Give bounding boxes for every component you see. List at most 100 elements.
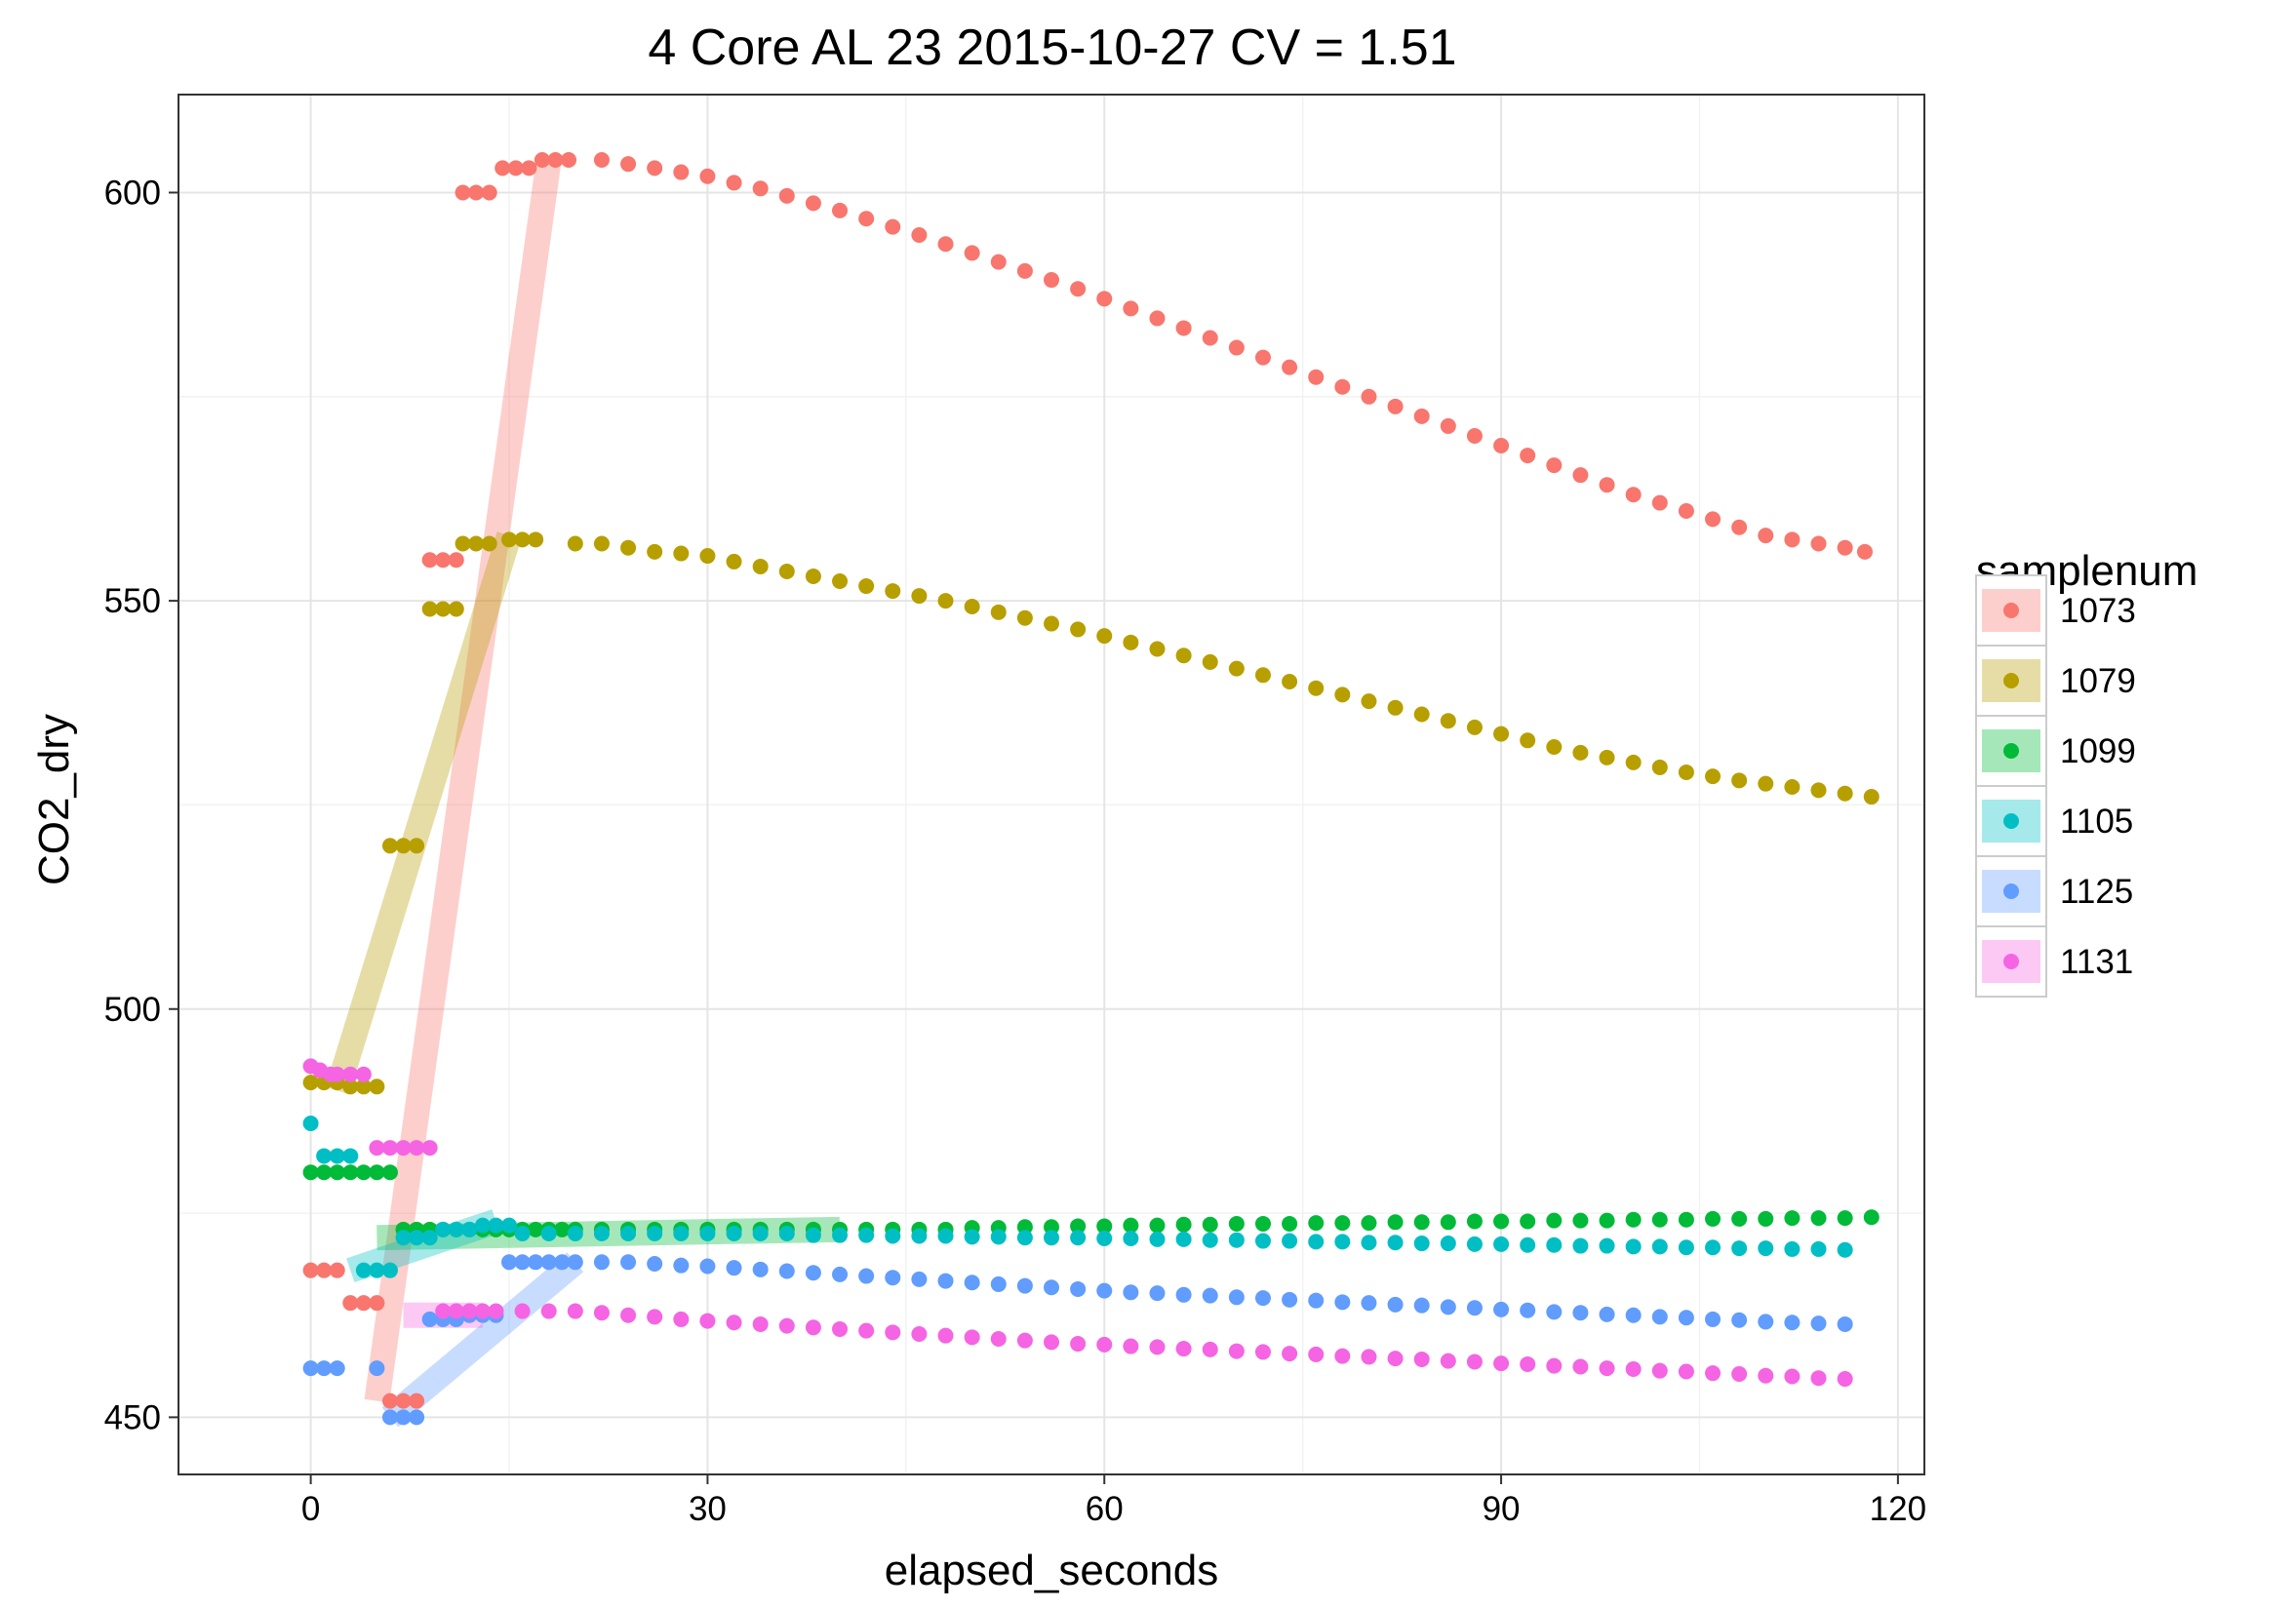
- data-point: [1228, 660, 1245, 677]
- data-point: [1308, 1215, 1325, 1232]
- legend-item-1131: 1131: [1975, 925, 2133, 998]
- data-point: [911, 1271, 928, 1287]
- x-axis: 0 30 60 90 120: [301, 1474, 1926, 1528]
- data-point: [455, 184, 471, 201]
- data-point: [342, 1079, 359, 1095]
- data-point: [547, 151, 564, 168]
- data-point: [1282, 1291, 1298, 1308]
- data-point: [1784, 1368, 1801, 1385]
- data-point: [1228, 1289, 1245, 1306]
- data-point: [1705, 1311, 1722, 1327]
- data-point: [521, 160, 537, 177]
- data-point: [673, 545, 690, 562]
- data-point: [369, 1140, 385, 1157]
- data-point: [1334, 687, 1351, 703]
- data-point: [1731, 1240, 1748, 1257]
- data-point: [540, 1303, 557, 1319]
- minor-gridlines: [178, 95, 1924, 1474]
- data-point: [593, 1305, 610, 1321]
- data-point: [369, 1295, 385, 1312]
- data-point: [1810, 1240, 1827, 1257]
- data-point: [699, 168, 716, 184]
- legend-label: 1079: [2060, 662, 2136, 700]
- data-point: [435, 601, 452, 617]
- legend-key-point: [2003, 813, 2019, 829]
- data-point: [832, 1320, 849, 1337]
- data-point: [409, 1140, 425, 1157]
- data-point: [1096, 628, 1113, 645]
- data-point: [1520, 1302, 1536, 1318]
- data-point: [1466, 719, 1483, 735]
- data-points: [302, 151, 1880, 1426]
- data-point: [455, 535, 471, 552]
- data-point: [1308, 680, 1325, 696]
- data-point: [1282, 1346, 1298, 1362]
- data-point: [1837, 539, 1853, 556]
- data-point: [1837, 1210, 1853, 1227]
- data-point: [1466, 1300, 1483, 1316]
- data-point: [647, 1226, 663, 1242]
- data-point: [1123, 1284, 1139, 1301]
- data-point: [1599, 1212, 1615, 1229]
- data-point: [329, 1262, 345, 1278]
- legend-label: 1131: [2060, 943, 2133, 981]
- y-tick-label: 450: [104, 1398, 161, 1436]
- legend-item-1105: 1105: [1975, 785, 2133, 857]
- data-point: [369, 1360, 385, 1377]
- data-point: [1175, 1341, 1192, 1357]
- data-point: [1254, 1233, 1271, 1249]
- data-point: [355, 1262, 372, 1278]
- data-point: [1440, 417, 1456, 434]
- data-point: [395, 1393, 412, 1409]
- data-point: [778, 187, 795, 204]
- data-point: [1044, 1230, 1059, 1246]
- data-point: [1572, 1358, 1589, 1375]
- data-point: [1625, 1211, 1642, 1228]
- data-point: [355, 1164, 372, 1181]
- data-point: [1731, 1210, 1748, 1227]
- legend-label: 1073: [2060, 592, 2136, 630]
- data-point: [832, 1266, 849, 1282]
- data-point: [381, 838, 398, 854]
- data-point: [1599, 749, 1615, 765]
- data-point: [593, 1226, 610, 1242]
- data-point: [1731, 519, 1748, 535]
- data-point: [1149, 1217, 1166, 1234]
- data-point: [911, 1228, 928, 1244]
- data-point: [1308, 1346, 1325, 1362]
- data-point: [647, 1255, 663, 1272]
- major-gridlines: [178, 95, 1924, 1474]
- data-point: [937, 593, 954, 609]
- data-point: [501, 531, 518, 548]
- data-point: [507, 160, 524, 177]
- y-axis: 450 500 550 600: [104, 174, 178, 1436]
- data-point: [1387, 1235, 1404, 1251]
- data-point: [316, 1148, 333, 1164]
- data-point: [964, 1229, 980, 1245]
- data-point: [1572, 1305, 1589, 1321]
- data-point: [381, 1262, 398, 1278]
- data-point: [369, 1164, 385, 1181]
- data-point: [1175, 1286, 1192, 1303]
- data-point: [1361, 388, 1377, 405]
- data-point: [1096, 1282, 1113, 1299]
- x-tick-label: 60: [1086, 1490, 1124, 1528]
- data-point: [1520, 448, 1536, 464]
- data-point: [1466, 1213, 1483, 1230]
- data-point: [1784, 779, 1801, 796]
- data-point: [1493, 726, 1510, 742]
- data-point: [514, 531, 531, 548]
- data-point: [1149, 641, 1166, 657]
- data-point: [1625, 487, 1642, 503]
- data-point: [1784, 1240, 1801, 1257]
- data-point: [778, 563, 795, 579]
- data-point: [805, 568, 821, 584]
- data-point: [1731, 1366, 1748, 1383]
- data-point: [858, 1268, 875, 1284]
- data-point: [369, 1079, 385, 1095]
- data-point: [1784, 1210, 1801, 1227]
- data-point: [1334, 1294, 1351, 1311]
- data-point: [540, 1226, 557, 1242]
- data-point: [329, 1066, 345, 1082]
- data-point: [1440, 713, 1456, 729]
